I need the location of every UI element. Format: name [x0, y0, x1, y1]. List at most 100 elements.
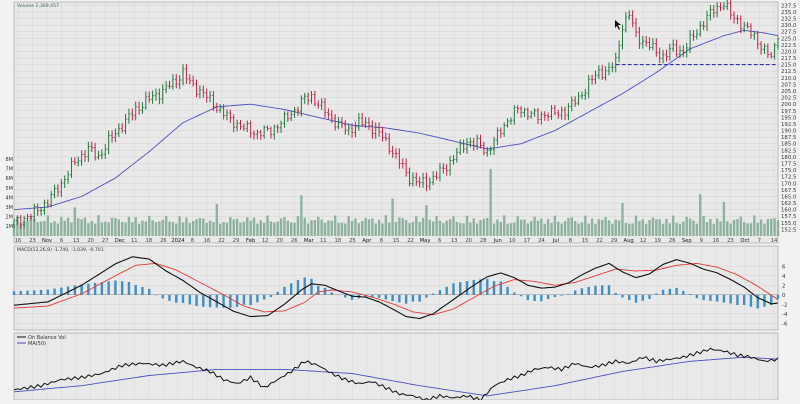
volume-bar [314, 220, 316, 236]
volume-bar [202, 219, 204, 236]
price-y-tick-label: 222.5 [781, 43, 796, 49]
volume-bar [195, 219, 197, 236]
volume-bar [249, 221, 251, 236]
volume-tick-label: 5M [6, 186, 14, 192]
volume-bar [611, 224, 613, 236]
volume-bar [300, 195, 302, 236]
x-tick-label: May [420, 238, 431, 244]
macd-histogram-bar [682, 291, 684, 295]
volume-bar [260, 220, 262, 236]
macd-histogram-bar [513, 292, 515, 294]
x-tick-label: 19 [654, 238, 661, 244]
volume-bar [33, 219, 35, 236]
macd-histogram-bar [182, 295, 184, 303]
x-tick-label: Feb [246, 238, 256, 244]
volume-bar [53, 221, 55, 236]
volume-bar [770, 219, 772, 236]
volume-bar [679, 224, 681, 236]
volume-bar [131, 222, 133, 236]
macd-histogram-bar [452, 283, 454, 294]
volume-bar [114, 218, 116, 236]
macd-histogram-bar [648, 295, 650, 299]
x-tick-label: 2024 [171, 238, 185, 244]
volume-bar [560, 224, 562, 236]
price-y-tick-label: 155.0 [781, 221, 797, 227]
volume-bar [449, 219, 451, 236]
volume-bar [675, 223, 677, 236]
volume-label: Volume 2,369,457 [17, 3, 59, 9]
macd-histogram-bar [594, 286, 596, 295]
volume-bar [378, 220, 380, 236]
price-y-tick-label: 197.5 [781, 109, 796, 115]
macd-histogram-bar [635, 295, 637, 303]
volume-bar [635, 216, 637, 236]
volume-bar [121, 222, 123, 236]
volume-tick-label: 3M [6, 205, 14, 211]
x-tick-label: 11 [131, 238, 138, 244]
volume-bar [466, 216, 468, 236]
macd-histogram-bar [195, 295, 197, 306]
volume-bar [256, 224, 258, 236]
volume-tick-label: 4M [6, 195, 14, 201]
volume-tick-label: 8M [6, 157, 14, 163]
volume-bar [226, 223, 228, 236]
x-tick-label: 13 [451, 238, 458, 244]
volume-bar [520, 220, 522, 236]
volume-bar [719, 221, 721, 236]
macd-histogram-bar [263, 295, 265, 300]
price-y-tick-label: 195.0 [781, 115, 797, 121]
volume-bar [358, 223, 360, 236]
x-tick-label: 8 [191, 238, 194, 244]
price-y-tick-label: 182.5 [781, 148, 796, 154]
x-tick-label: Jun [493, 238, 502, 244]
macd-histogram-bar [189, 295, 191, 305]
volume-bar [554, 216, 556, 236]
volume-bar [162, 220, 164, 236]
volume-bar [706, 222, 708, 236]
volume-bar [361, 221, 363, 236]
macd-histogram-bar [249, 295, 251, 305]
macd-histogram-bar [655, 294, 657, 295]
macd-histogram-bar [554, 295, 556, 297]
x-tick-label: 14 [771, 238, 778, 244]
volume-bar [598, 219, 600, 236]
macd-histogram-bar [60, 288, 62, 295]
volume-bar [310, 220, 312, 236]
macd-histogram-bar [439, 290, 441, 295]
macd-histogram-bar [473, 280, 475, 295]
volume-bar [26, 220, 28, 236]
price-y-tick-label: 237.5 [781, 3, 796, 9]
macd-histogram-bar [608, 285, 610, 295]
macd-histogram-bar [175, 295, 177, 303]
volume-bar [584, 216, 586, 236]
volume-bar [729, 224, 731, 236]
macd-histogram-bar [26, 291, 28, 295]
volume-bar [638, 221, 640, 236]
macd-histogram-bar [574, 290, 576, 294]
volume-bar [43, 221, 45, 236]
x-tick-label: 10 [509, 238, 516, 244]
macd-histogram-bar [418, 295, 420, 302]
price-y-tick-label: 200.0 [781, 102, 797, 108]
macd-histogram-bar [134, 285, 136, 295]
macd-histogram-bar [506, 287, 508, 295]
x-tick-label: Aug [624, 238, 634, 244]
macd-histogram-bar [662, 290, 664, 295]
volume-bar [425, 205, 427, 236]
macd-histogram-bar [304, 277, 306, 294]
macd-histogram-bar [168, 295, 170, 301]
volume-bar [523, 219, 525, 236]
volume-bar [371, 218, 373, 236]
x-tick-label: 8 [569, 238, 572, 244]
x-tick-label: 27 [102, 238, 109, 244]
volume-bar [601, 220, 603, 236]
macd-histogram-bar [47, 290, 49, 295]
macd-histogram-bar [459, 282, 461, 295]
volume-bar [655, 219, 657, 236]
price-y-tick-label: 177.5 [781, 162, 796, 168]
volume-bar [327, 220, 329, 236]
macd-histogram-bar [128, 282, 130, 295]
volume-bar [364, 218, 366, 236]
volume-bar [615, 220, 617, 236]
macd-histogram-bar [398, 295, 400, 303]
